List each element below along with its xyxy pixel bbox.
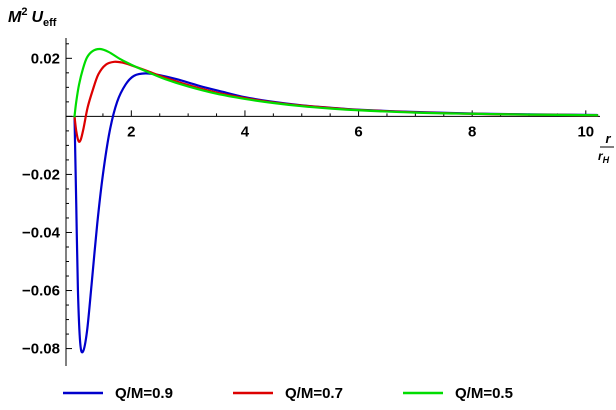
- legend-label: Q/M=0.7: [285, 385, 343, 402]
- y-tick-label: −0.02: [22, 166, 60, 183]
- y-axis-label: M2 Ueff: [8, 6, 57, 29]
- x-tick-label: 4: [241, 123, 250, 140]
- x-tick-label: 10: [577, 123, 594, 140]
- x-tick-label: 2: [127, 123, 135, 140]
- y-axis-label-sup: 2: [21, 6, 27, 18]
- x-axis-label: r rH: [598, 131, 614, 165]
- y-tick-label: −0.08: [22, 341, 60, 358]
- legend-item: Q/M=0.7: [233, 385, 343, 402]
- y-tick-label: 0.02: [31, 50, 60, 67]
- legend-label: Q/M=0.9: [115, 385, 173, 402]
- y-axis-label-sub: eff: [43, 17, 57, 29]
- series-group: [73, 47, 599, 354]
- y-axis-label-main: M: [8, 9, 22, 26]
- y-axis-label-sym: U: [31, 9, 43, 26]
- legend-item: Q/M=0.9: [63, 385, 173, 402]
- y-tick-label: −0.04: [22, 224, 61, 241]
- x-ticks: 2 4 6 8 10: [74, 110, 594, 140]
- x-axis-label-den-sub: H: [603, 155, 610, 165]
- x-axis-label-numerator: r: [605, 131, 611, 146]
- x-axis-label-denominator: rH: [598, 149, 610, 165]
- x-tick-label: 6: [354, 123, 362, 140]
- legend-item: Q/M=0.5: [403, 385, 513, 402]
- legend-label: Q/M=0.5: [455, 385, 513, 402]
- x-axis-label-den-main: r: [598, 149, 604, 163]
- y-ticks: 0.02 −0.02 −0.04 −0.06 −0.08: [22, 43, 72, 358]
- axes: 2 4 6 8 10 0.02 −0.02 −0.04 −0.06 −0.08: [22, 38, 600, 366]
- y-tick-label: −0.06: [22, 283, 60, 300]
- series-line-3: [73, 47, 599, 118]
- legend: Q/M=0.9 Q/M=0.7 Q/M=0.5: [63, 385, 513, 402]
- x-tick-label: 8: [468, 123, 476, 140]
